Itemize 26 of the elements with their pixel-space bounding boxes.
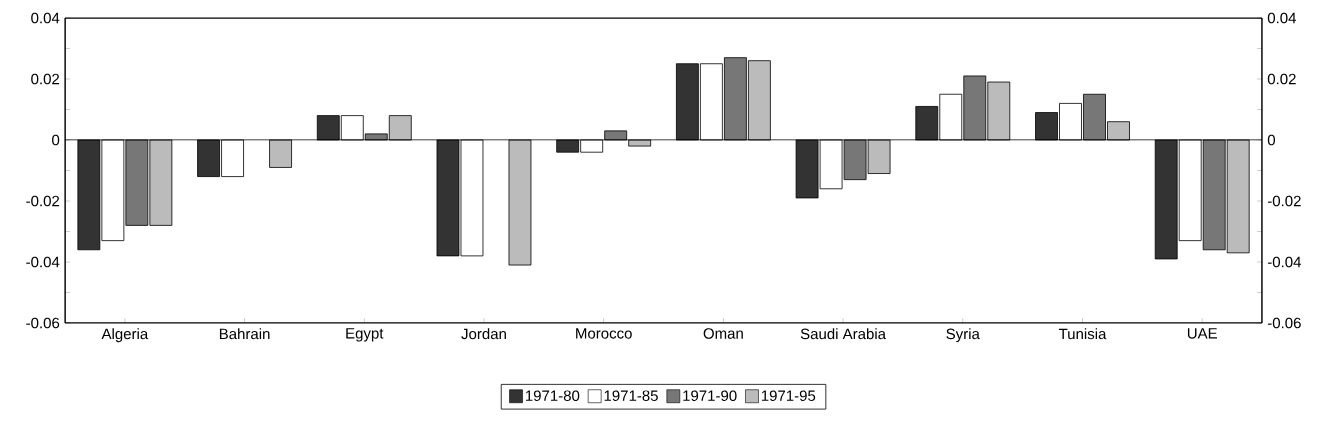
y-tick-label: -0.04 xyxy=(26,256,60,268)
y2-tick-label: -0.02 xyxy=(1267,195,1301,207)
x-tick-label: Syria xyxy=(946,328,980,343)
x-tick-label: Jordan xyxy=(461,328,506,340)
legend-label: 1971-90 xyxy=(683,390,737,401)
x-tick-label: Bahrain xyxy=(219,328,270,340)
x-tick-label: Tunisia xyxy=(1058,328,1107,340)
x-tick-label: Saudi Arabia xyxy=(800,328,887,340)
legend-label: 1971-85 xyxy=(604,390,658,401)
x-tick-label: Morocco xyxy=(576,328,632,339)
legend-label: 1971-80 xyxy=(525,390,580,401)
x-tick-label: Algeria xyxy=(101,328,149,343)
x-tick-label: UAE xyxy=(1187,328,1217,339)
y2-tick-label: 0.04 xyxy=(1267,12,1297,24)
x-tick-label: Egypt xyxy=(346,328,384,342)
y2-tick-label: 0 xyxy=(1267,134,1276,146)
y2-tick-label: 0.02 xyxy=(1267,73,1296,85)
y2-tick-label: -0.04 xyxy=(1267,256,1302,268)
y-tick-label: 0 xyxy=(52,134,60,146)
y2-tick-label: -0.06 xyxy=(1267,317,1301,329)
y-tick-label: -0.06 xyxy=(26,317,60,329)
y-tick-label: -0.02 xyxy=(26,195,60,207)
y-tick-label: 0.02 xyxy=(31,73,60,85)
legend-label: 1971-95 xyxy=(761,390,816,401)
x-tick-label: Oman xyxy=(703,328,743,339)
y-tick-label: 0.04 xyxy=(31,12,60,24)
